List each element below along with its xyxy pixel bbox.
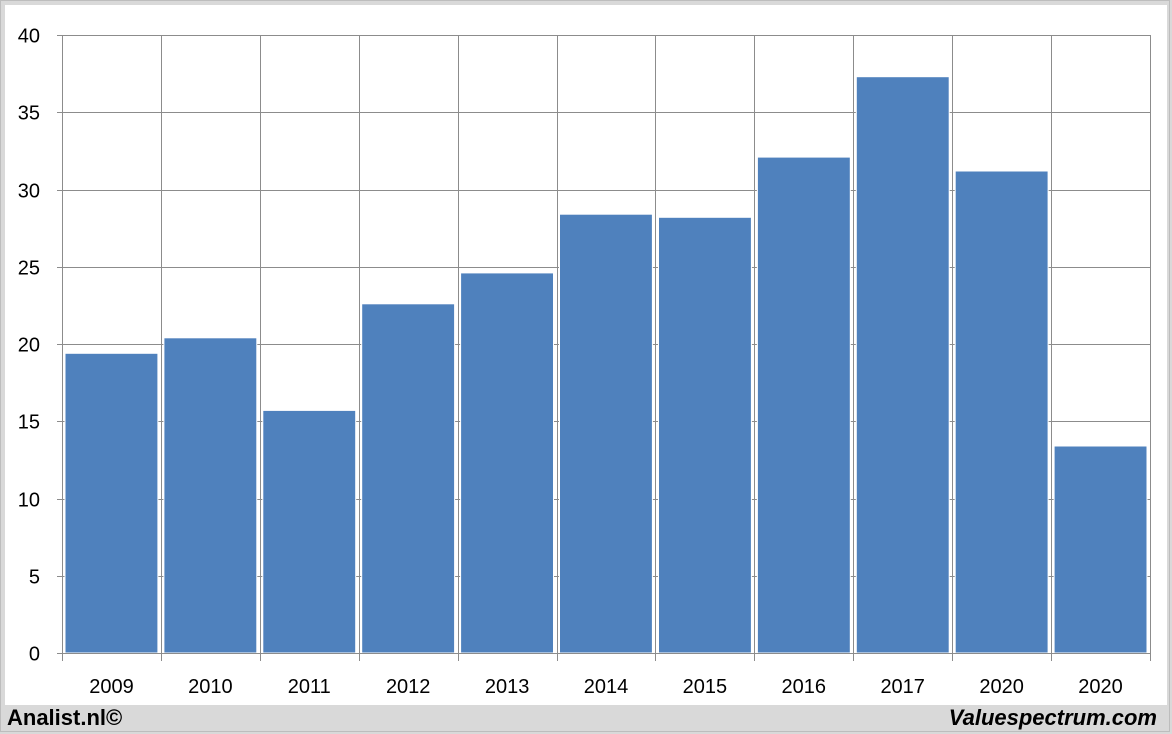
- y-tick-label: 15: [18, 412, 40, 434]
- bar-2015: [658, 216, 752, 654]
- bar-2016: [756, 156, 851, 654]
- x-tick-label: 2017: [880, 676, 925, 698]
- bar-2020: [1053, 445, 1148, 654]
- y-tick-label: 40: [18, 26, 40, 48]
- bar-2013: [460, 272, 555, 654]
- x-tick-label: 2015: [683, 676, 728, 698]
- x-tick-label: 2012: [386, 676, 431, 698]
- y-tick-label: 10: [18, 490, 40, 512]
- x-tick-label: 2014: [584, 676, 629, 698]
- bar-2011: [262, 409, 357, 654]
- x-tick-label: 2010: [188, 676, 233, 698]
- x-tick-label: 2020: [979, 676, 1024, 698]
- bar-2017: [855, 76, 950, 654]
- x-tick-label: 2011: [288, 676, 331, 698]
- y-tick-label: 30: [18, 181, 40, 203]
- y-tick-label: 35: [18, 103, 40, 125]
- x-tick-label: 2013: [485, 676, 530, 698]
- x-tick-label: 2016: [782, 676, 827, 698]
- footer-source-left: Analist.nl©: [7, 705, 123, 730]
- bar-2009: [64, 352, 159, 654]
- bar-2012: [361, 303, 456, 654]
- x-tick-label: 2009: [89, 676, 134, 698]
- bar-2020: [954, 170, 1049, 654]
- y-tick-label: 0: [29, 644, 40, 666]
- y-tick-label: 25: [18, 258, 40, 280]
- y-tick-label: 20: [18, 335, 40, 357]
- bar-2010: [163, 337, 258, 654]
- bar-2014: [559, 213, 653, 654]
- x-tick-label: 2020: [1078, 676, 1123, 698]
- footer-source-right: Valuespectrum.com: [948, 705, 1157, 730]
- y-tick-label: 5: [29, 567, 40, 589]
